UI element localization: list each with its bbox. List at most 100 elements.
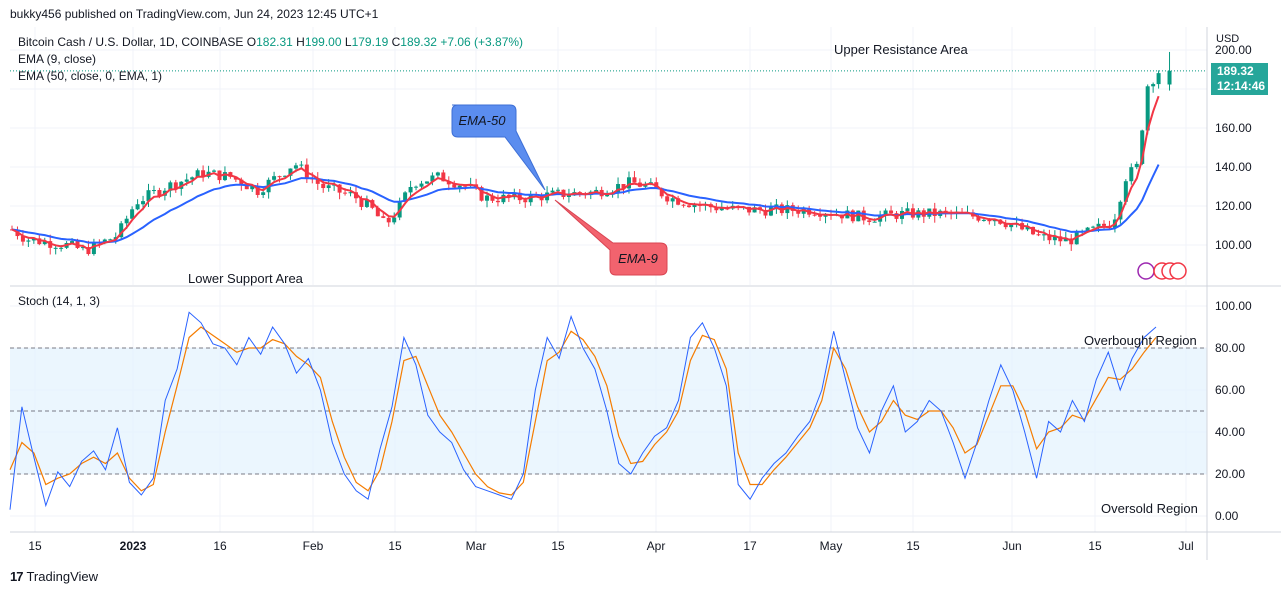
stoch-lines xyxy=(9,311,1157,510)
candle-up xyxy=(768,207,773,216)
candle-up xyxy=(283,175,287,177)
candle-down xyxy=(676,198,681,205)
price-tick-label: 120.00 xyxy=(1215,199,1252,213)
stoch-d-path xyxy=(9,326,1157,496)
candle-up xyxy=(1167,70,1172,85)
publisher-line: bukky456 published on TradingView.com, J… xyxy=(10,7,379,21)
candle-up xyxy=(272,176,277,180)
candle-up xyxy=(1052,236,1057,241)
candle-up xyxy=(566,195,571,198)
candle-up xyxy=(1085,227,1090,232)
candle-up xyxy=(261,192,266,195)
candle-up xyxy=(102,239,107,243)
candle-down xyxy=(244,185,249,190)
candle-up xyxy=(326,185,331,189)
symbol-name: Bitcoin Cash / U.S. Dollar, 1D, COINBASE xyxy=(18,35,244,49)
candle-up xyxy=(293,165,298,169)
candle-up xyxy=(1129,167,1134,182)
ema50-legend[interactable]: EMA (50, close, 0, EMA, 1) xyxy=(18,69,163,83)
candle-down xyxy=(932,208,937,216)
candle-up xyxy=(457,185,462,188)
candle-down xyxy=(763,209,768,216)
candle-down xyxy=(157,190,162,196)
candle-up xyxy=(168,182,173,191)
candle-up xyxy=(53,247,58,249)
candle-down xyxy=(659,188,664,197)
candle-down xyxy=(239,179,244,186)
footer[interactable]: 17 TradingView xyxy=(10,569,98,584)
oversold-label: Oversold Region xyxy=(1101,501,1198,516)
candle-down xyxy=(20,236,25,242)
time-tick-label: Apr xyxy=(647,539,666,553)
candle-down xyxy=(1003,223,1008,228)
candle-up xyxy=(1123,181,1128,202)
stoch-tick-label: 0.00 xyxy=(1215,509,1239,523)
candle-up xyxy=(1140,130,1145,164)
current-price-tag: 189.32 12:14:46 xyxy=(1211,63,1268,95)
candle-down xyxy=(86,247,91,255)
candle-up xyxy=(1134,163,1139,168)
candle-up xyxy=(108,239,113,241)
candle-down xyxy=(665,196,670,202)
candle-up xyxy=(1041,234,1046,236)
candle-up xyxy=(299,164,304,166)
candle-down xyxy=(621,184,626,189)
price-tick-label: 100.00 xyxy=(1215,238,1252,252)
stoch-tick-label: 60.00 xyxy=(1215,383,1245,397)
candle-down xyxy=(1036,234,1041,236)
candle-up xyxy=(1096,223,1101,227)
price-tick-label: 140.00 xyxy=(1215,160,1252,174)
candle-down xyxy=(1047,234,1052,241)
candle-down xyxy=(337,184,342,193)
candle-up xyxy=(42,241,47,245)
time-tick-label: 15 xyxy=(906,539,920,553)
high-label: H xyxy=(296,35,305,49)
price-tick-label: 200.00 xyxy=(1215,43,1252,57)
candle-up xyxy=(485,195,490,201)
candle-up xyxy=(1156,73,1161,85)
time-tick-label: 2023 xyxy=(120,539,147,553)
currency-label: USD xyxy=(1216,33,1240,45)
candle-up xyxy=(1025,226,1030,230)
time-tick-label: 15 xyxy=(388,539,402,553)
candle-down xyxy=(173,182,178,189)
candle-up xyxy=(905,208,910,211)
candle-down xyxy=(861,210,866,221)
candle-up xyxy=(288,168,293,176)
time-tick-label: 16 xyxy=(213,539,227,553)
candle-up xyxy=(364,200,369,207)
candle-up xyxy=(981,219,986,221)
candle-down xyxy=(463,185,468,187)
ema9-legend[interactable]: EMA (9, close) xyxy=(18,52,97,66)
candle-down xyxy=(277,176,282,178)
stoch-band xyxy=(10,347,1207,475)
candle-up xyxy=(626,177,631,189)
candle-down xyxy=(779,204,784,214)
candle-down xyxy=(381,216,386,218)
candle-up xyxy=(501,194,506,203)
candle-up xyxy=(556,189,560,191)
candle-up xyxy=(872,221,877,223)
candle-down xyxy=(1102,223,1106,226)
time-tick-label: 17 xyxy=(743,539,757,553)
candle-down xyxy=(353,192,358,199)
candle-down xyxy=(452,184,457,188)
candle-down xyxy=(812,214,817,216)
candle-up xyxy=(670,198,675,202)
ohlc-legend: Bitcoin Cash / U.S. Dollar, 1D, COINBASE… xyxy=(18,35,523,49)
candle-down xyxy=(632,177,637,183)
candle-up xyxy=(91,242,96,255)
candle-up xyxy=(719,208,724,211)
current-price: 189.32 xyxy=(1217,64,1254,78)
candle-down xyxy=(867,220,872,222)
stoch-legend[interactable]: Stoch (14, 1, 3) xyxy=(18,294,101,308)
bar-countdown: 12:14:46 xyxy=(1217,79,1266,93)
candle-down xyxy=(255,186,260,195)
lower-support-label: Lower Support Area xyxy=(188,271,303,286)
candle-down xyxy=(976,216,981,221)
candle-up xyxy=(752,207,757,213)
candle-down xyxy=(490,195,495,201)
upper-resistance-label: Upper Resistance Area xyxy=(834,42,968,57)
time-tick-label: 15 xyxy=(1088,539,1102,553)
